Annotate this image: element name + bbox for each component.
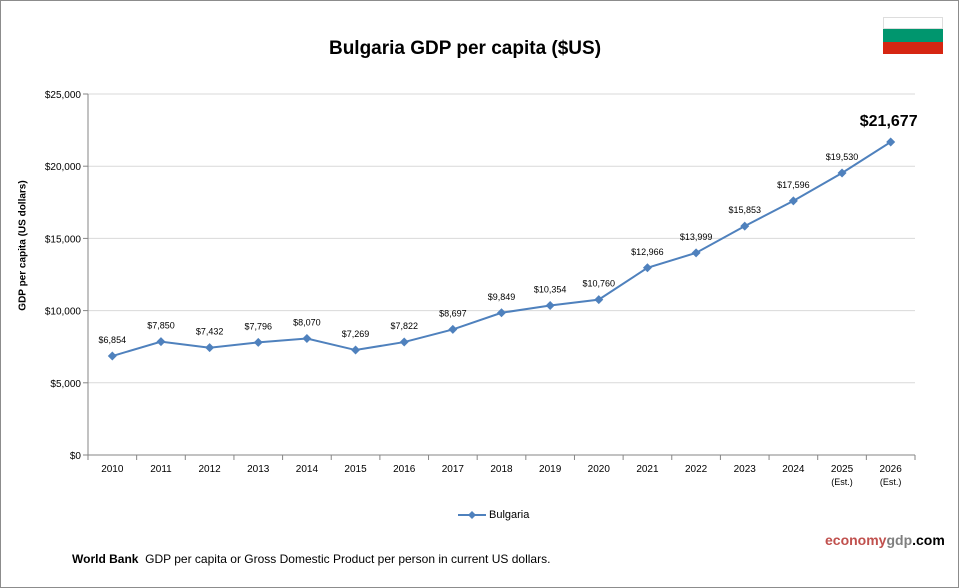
footer-note: World Bank GDP per capita or Gross Domes…: [72, 552, 550, 566]
x-tick-label: 2010: [101, 464, 124, 475]
y-tick-label: $0: [70, 451, 82, 462]
legend-label: Bulgaria: [489, 509, 530, 521]
bulgaria-flag-icon: [883, 17, 943, 54]
x-tick-label: 2022: [685, 464, 708, 475]
data-label: $9,849: [488, 292, 516, 302]
data-label: $6,854: [99, 335, 127, 345]
x-tick-label: 2014: [296, 464, 319, 475]
legend[interactable]: Bulgaria: [458, 509, 529, 521]
data-label: $17,596: [777, 180, 810, 190]
y-tick-label: $25,000: [45, 90, 82, 101]
x-tick-label: 2025: [831, 464, 854, 475]
x-tick-label: 2024: [782, 464, 805, 475]
data-label: $10,760: [583, 279, 616, 289]
data-point: [837, 168, 847, 178]
x-tick-label: 2018: [490, 464, 513, 475]
data-label: $12,966: [631, 247, 664, 257]
data-point: [399, 337, 409, 347]
data-label: $21,677: [860, 113, 918, 130]
data-point: [253, 337, 263, 347]
x-tick-sublabel: (Est.): [880, 477, 902, 487]
data-point: [594, 295, 604, 305]
x-tick-label: 2023: [734, 464, 757, 475]
x-tick-label: 2015: [344, 464, 367, 475]
y-tick-label: $5,000: [50, 379, 81, 390]
data-label: $7,432: [196, 327, 224, 337]
data-point: [642, 263, 652, 273]
data-point: [156, 337, 166, 347]
data-label: $8,697: [439, 308, 467, 318]
data-point: [691, 248, 701, 258]
data-point: [886, 137, 896, 147]
logo-part-com: .com: [912, 532, 945, 548]
x-tick-label: 2021: [636, 464, 659, 475]
site-logo[interactable]: economygdp.com: [825, 532, 945, 548]
y-tick-label: $15,000: [45, 234, 82, 245]
x-tick-label: 2011: [150, 464, 172, 475]
x-tick-label: 2020: [588, 464, 611, 475]
data-point: [107, 351, 117, 361]
data-label: $13,999: [680, 232, 713, 242]
data-label: $7,822: [390, 321, 418, 331]
series-line: [112, 141, 892, 357]
data-label: $15,853: [728, 205, 761, 215]
data-point: [740, 221, 750, 231]
x-tick-label: 2012: [198, 464, 221, 475]
data-label: $10,354: [534, 284, 567, 294]
source-description: GDP per capita or Gross Domestic Product…: [145, 552, 551, 566]
data-label: $19,530: [826, 152, 859, 162]
logo-part-gdp: gdp: [886, 532, 913, 548]
y-tick-label: $20,000: [45, 162, 82, 173]
x-tick-sublabel: (Est.): [831, 477, 853, 487]
data-point: [788, 196, 798, 206]
x-tick-label: 2019: [539, 464, 562, 475]
source-name: World Bank: [72, 552, 139, 566]
data-label: $7,796: [244, 321, 272, 331]
data-point: [448, 324, 458, 334]
data-label: $7,269: [342, 329, 370, 339]
x-tick-label: 2013: [247, 464, 270, 475]
y-tick-label: $10,000: [45, 307, 82, 318]
data-point: [545, 300, 555, 310]
legend-marker-icon: [458, 511, 486, 519]
logo-part-economy: economy: [825, 532, 887, 548]
x-tick-label: 2016: [393, 464, 416, 475]
data-point: [205, 343, 215, 353]
data-point: [497, 308, 506, 318]
data-label: $8,070: [293, 317, 321, 327]
data-point: [302, 333, 312, 343]
chart-title: Bulgaria GDP per capita ($US): [328, 38, 602, 59]
x-tick-label: 2026: [880, 464, 903, 475]
x-tick-label: 2017: [442, 464, 465, 475]
data-label: $7,850: [147, 321, 175, 331]
data-point: [351, 345, 361, 355]
